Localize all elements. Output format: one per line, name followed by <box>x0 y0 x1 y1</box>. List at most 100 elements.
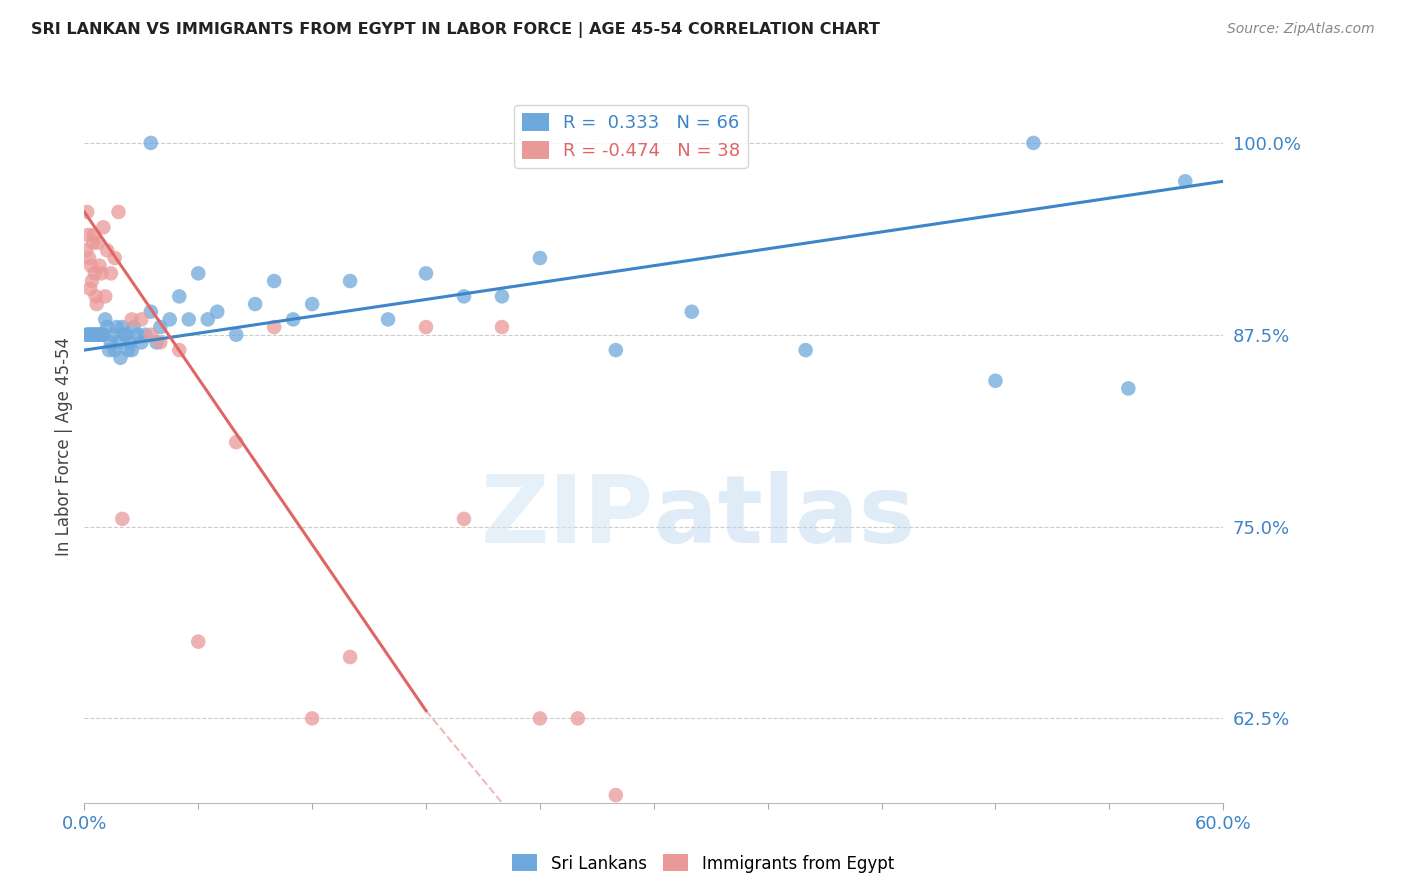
Point <box>77 327 100 342</box>
Point <box>121 312 143 326</box>
Point <box>90 327 112 342</box>
Point <box>107 205 129 219</box>
Point <box>139 136 162 150</box>
Point <box>1022 136 1045 150</box>
Point <box>111 512 134 526</box>
Point <box>84 289 107 303</box>
Point <box>86 297 108 311</box>
Point <box>453 289 475 303</box>
Point <box>453 512 475 526</box>
Point <box>82 235 104 250</box>
Point <box>984 374 1007 388</box>
Point <box>91 327 114 342</box>
Point <box>794 343 817 357</box>
Point <box>122 320 145 334</box>
Text: SRI LANKAN VS IMMIGRANTS FROM EGYPT IN LABOR FORCE | AGE 45-54 CORRELATION CHART: SRI LANKAN VS IMMIGRANTS FROM EGYPT IN L… <box>31 22 880 38</box>
Point <box>339 650 361 665</box>
Point <box>89 327 111 342</box>
Point <box>339 274 361 288</box>
Point <box>104 343 127 357</box>
Point <box>89 259 111 273</box>
Point <box>245 297 267 311</box>
Point <box>93 220 115 235</box>
Point <box>115 327 138 342</box>
Point <box>169 343 191 357</box>
Point <box>127 327 149 342</box>
Point <box>104 251 127 265</box>
Point <box>149 335 172 350</box>
Point <box>139 327 162 342</box>
Point <box>177 312 200 326</box>
Point <box>76 327 98 342</box>
Point <box>86 327 108 342</box>
Point <box>96 244 118 258</box>
Point <box>225 327 247 342</box>
Point <box>98 343 121 357</box>
Point <box>415 266 437 280</box>
Point <box>82 327 104 342</box>
Point <box>79 327 101 342</box>
Point <box>80 259 103 273</box>
Point <box>207 304 229 318</box>
Point <box>117 343 139 357</box>
Point <box>121 343 143 357</box>
Point <box>605 788 627 802</box>
Point <box>129 312 153 326</box>
Point <box>187 266 209 280</box>
Point <box>118 335 141 350</box>
Legend: R =  0.333   N = 66, R = -0.474   N = 38: R = 0.333 N = 66, R = -0.474 N = 38 <box>515 105 748 168</box>
Point <box>100 266 122 280</box>
Point <box>75 244 97 258</box>
Point <box>605 343 627 357</box>
Point <box>83 266 105 280</box>
Point <box>225 435 247 450</box>
Point <box>112 327 135 342</box>
Legend: Sri Lankans, Immigrants from Egypt: Sri Lankans, Immigrants from Egypt <box>506 847 900 880</box>
Point <box>491 289 513 303</box>
Point <box>187 634 209 648</box>
Point <box>83 227 105 242</box>
Point <box>134 327 156 342</box>
Point <box>90 266 112 280</box>
Point <box>94 289 117 303</box>
Point <box>169 289 191 303</box>
Point <box>77 251 100 265</box>
Point <box>377 312 399 326</box>
Point <box>301 711 323 725</box>
Point <box>1118 381 1140 395</box>
Point <box>96 320 118 334</box>
Point <box>110 351 132 365</box>
Point <box>77 227 100 242</box>
Point <box>94 312 117 326</box>
Point <box>149 320 172 334</box>
Point <box>139 304 162 318</box>
Text: ZIP: ZIP <box>481 471 654 564</box>
Point <box>111 320 134 334</box>
Point <box>415 320 437 334</box>
Point <box>105 320 128 334</box>
Point <box>87 327 110 342</box>
Point <box>89 327 111 342</box>
Point <box>145 335 167 350</box>
Text: Source: ZipAtlas.com: Source: ZipAtlas.com <box>1227 22 1375 37</box>
Text: atlas: atlas <box>654 471 915 564</box>
Point <box>77 327 100 342</box>
Point <box>129 335 153 350</box>
Point <box>86 235 108 250</box>
Point <box>76 205 98 219</box>
Point <box>1174 174 1197 188</box>
Point <box>83 327 105 342</box>
Point <box>681 304 703 318</box>
Point <box>301 297 323 311</box>
Point <box>567 711 589 725</box>
Point <box>84 327 107 342</box>
Point <box>491 320 513 334</box>
Point <box>100 335 122 350</box>
Point <box>263 320 285 334</box>
Point <box>80 327 103 342</box>
Point <box>93 327 115 342</box>
Point <box>529 251 551 265</box>
Point <box>159 312 181 326</box>
Point <box>79 282 101 296</box>
Point <box>529 711 551 725</box>
